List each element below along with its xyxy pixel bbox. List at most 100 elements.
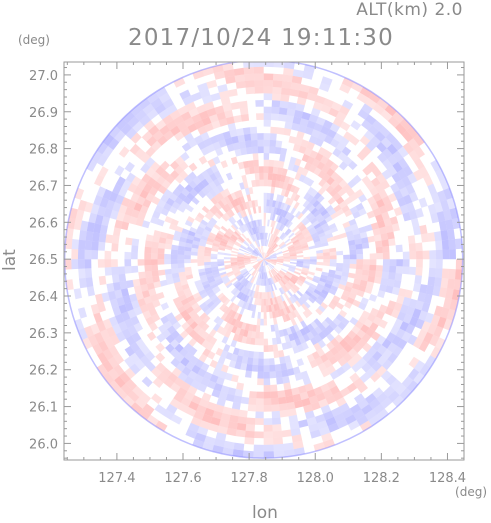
radar-cell <box>264 193 267 200</box>
radar-cell <box>434 277 442 287</box>
radar-cell <box>264 431 273 438</box>
radar-cell <box>287 402 296 410</box>
radar-cell <box>284 293 289 300</box>
y-tick-label: 26.3 <box>29 327 58 342</box>
radar-cell <box>144 265 151 272</box>
radar-cell <box>246 364 253 371</box>
radar-cell <box>144 253 151 259</box>
radar-cell <box>259 166 264 173</box>
radar-cell <box>280 410 289 418</box>
radar-cell <box>155 352 165 362</box>
radar-cell <box>252 284 256 291</box>
radar-cell <box>253 207 257 214</box>
radar-cell <box>264 372 270 379</box>
radar-cell <box>415 267 422 276</box>
radar-cell <box>232 247 239 251</box>
radar-cell <box>261 306 264 313</box>
radar-cell <box>273 283 277 290</box>
radar-cell <box>259 173 264 180</box>
radar-cell <box>271 107 279 114</box>
radar-cell <box>421 233 429 242</box>
radar-cell <box>317 256 324 259</box>
radar-cell <box>271 398 279 405</box>
radar-cell <box>264 339 269 346</box>
radar-cell <box>264 153 270 160</box>
radar-cell <box>290 208 296 215</box>
radar-cell <box>275 364 282 371</box>
radar-cell <box>248 160 254 167</box>
radar-cell <box>370 259 377 265</box>
radar-cell <box>246 418 255 425</box>
radar-cell <box>264 160 269 167</box>
radar-cell <box>224 257 231 259</box>
radar-cell <box>278 390 286 398</box>
radar-cell <box>236 382 244 390</box>
radar-cell <box>264 80 273 87</box>
radar-cell <box>243 127 251 135</box>
radar-cell <box>369 270 376 277</box>
radar-cell <box>158 270 165 276</box>
radar-cell <box>92 232 100 242</box>
radar-cell <box>259 339 264 346</box>
radar-cell <box>264 226 266 233</box>
radar-cell <box>264 398 272 405</box>
radar-cell <box>375 271 382 278</box>
radar-cell <box>255 173 260 180</box>
radar-cell <box>387 279 395 287</box>
radar-cell <box>295 268 302 272</box>
radar-cell <box>251 180 256 187</box>
radar-cell <box>282 250 289 253</box>
radar-cell <box>264 312 267 319</box>
radar-cell <box>273 74 283 81</box>
y-tick-label: 26.1 <box>29 401 58 416</box>
radar-cell <box>247 208 251 215</box>
radar-cell <box>71 259 78 269</box>
radar-cell <box>248 398 256 405</box>
radar-cell <box>297 290 304 297</box>
radar-cell <box>249 391 257 398</box>
radar-cell <box>336 263 343 268</box>
radar-cell <box>161 302 169 310</box>
radar-cell <box>241 397 249 405</box>
radar-cell <box>369 265 376 271</box>
radar-cell <box>409 267 416 275</box>
radar-cell <box>189 163 198 172</box>
radar-cell <box>369 294 377 302</box>
radar-cell <box>106 283 114 292</box>
radar-cell <box>147 331 157 341</box>
radar-cell <box>330 259 337 263</box>
radar-cell <box>290 262 297 264</box>
radar-cell <box>239 410 248 418</box>
radar-cell <box>330 255 337 259</box>
radar-cell <box>436 259 443 268</box>
radar-cell <box>287 109 296 117</box>
radar-cell <box>124 252 131 259</box>
radar-cell <box>276 140 283 147</box>
radar-cell <box>304 280 311 286</box>
radar-cell <box>158 248 165 254</box>
radar-cell <box>348 273 355 279</box>
radar-cell <box>119 274 127 282</box>
radar-cell <box>435 268 442 278</box>
radar-cell <box>256 392 263 399</box>
radar-cell <box>271 227 274 234</box>
radar-cell <box>264 253 265 260</box>
radar-cell <box>349 264 356 269</box>
radar-cell <box>275 147 282 154</box>
radar-cell <box>246 87 255 94</box>
radar-cell <box>350 254 357 259</box>
x-tick-label: 127.8 <box>231 471 268 486</box>
radar-cell <box>269 358 275 365</box>
radar-cell <box>105 234 113 243</box>
radar-cell <box>236 81 246 89</box>
radar-cell <box>258 146 264 153</box>
radar-cell <box>244 134 251 141</box>
x-tick-label: 128.2 <box>363 471 400 486</box>
radar-cell <box>256 325 260 332</box>
radar-cell <box>264 385 271 392</box>
radar-cell <box>306 276 313 281</box>
radar-cell <box>246 424 255 431</box>
radar-cell <box>131 252 138 259</box>
radar-cell <box>283 68 294 76</box>
radar-cell <box>282 74 292 82</box>
